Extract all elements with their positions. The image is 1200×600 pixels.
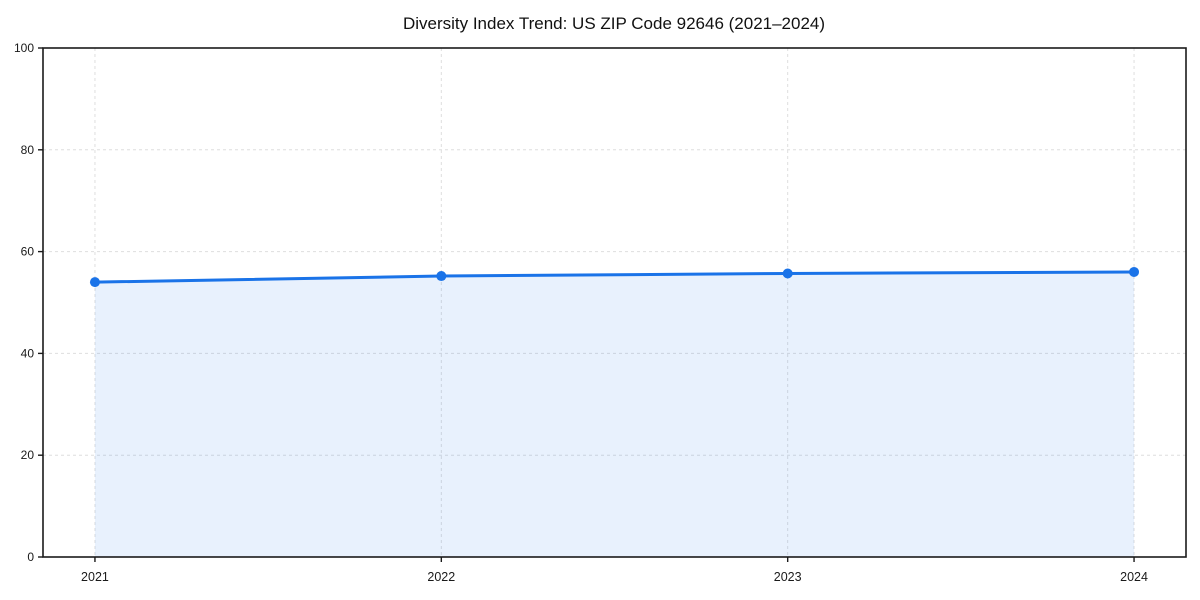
area-fill (94, 271, 1135, 557)
area-fill-path (94, 271, 1135, 557)
trend-line (93, 270, 1136, 284)
y-tick-label-60: 60 (21, 245, 35, 259)
axes (38, 47, 1187, 562)
y-tick-label-40: 40 (21, 346, 35, 360)
x-tick-label-2023: 2023 (774, 570, 802, 584)
plot-border (42, 47, 1187, 558)
y-tick-label-100: 100 (14, 41, 34, 55)
data-point-2022 (436, 271, 447, 282)
data-point-2021 (89, 277, 100, 288)
y-tick-label-80: 80 (21, 143, 35, 157)
y-tick-label-20: 20 (21, 448, 35, 462)
tick-labels: 0 20 40 60 80 100 2021 2022 2023 2024 (14, 41, 1148, 584)
data-point-2024 (1129, 266, 1140, 277)
y-tick-label-0: 0 (27, 550, 34, 564)
data-points (89, 266, 1140, 288)
trend-line-group (93, 270, 1136, 284)
x-tick-label-2022: 2022 (427, 570, 455, 584)
x-tick-label-2021: 2021 (81, 570, 109, 584)
data-point-2023 (782, 268, 793, 279)
x-tick-label-2024: 2024 (1120, 570, 1148, 584)
chart-title: Diversity Index Trend: US ZIP Code 92646… (403, 14, 825, 33)
